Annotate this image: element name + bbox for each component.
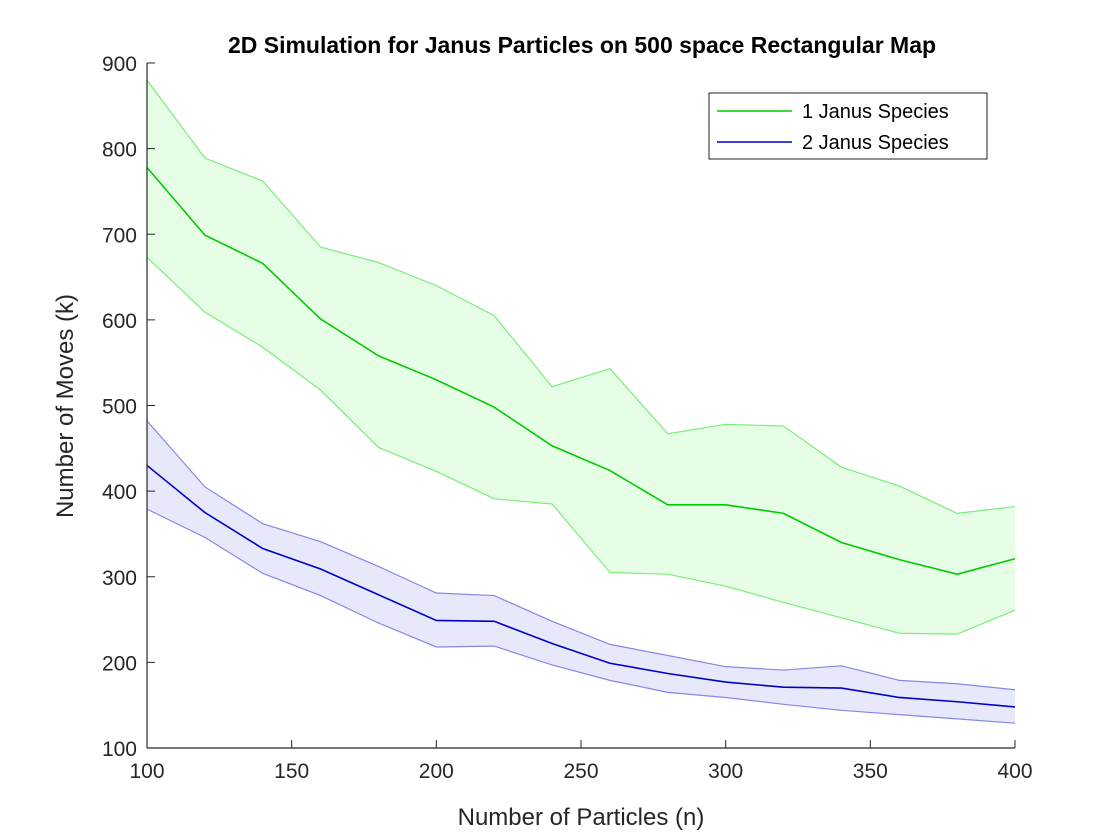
- y-tick-label: 500: [102, 396, 137, 419]
- x-tick-label: 150: [274, 760, 309, 783]
- series-2-lower-bound: [146, 508, 1016, 724]
- plot-area: 2D Simulation for Janus Particles on 500…: [52, 32, 1033, 831]
- legend: 1 Janus Species 2 Janus Species: [708, 92, 988, 160]
- y-axis-label: Number of Moves (k): [52, 294, 79, 518]
- y-tick-label: 600: [102, 310, 137, 333]
- series-2-band: [147, 420, 1015, 724]
- series-lines: [146, 166, 1016, 708]
- series-1-lower-bound: [146, 256, 1016, 635]
- x-tick-label: 100: [129, 760, 164, 783]
- legend-label-1: 1 Janus Species: [802, 101, 949, 123]
- legend-label-2: 2 Janus Species: [802, 132, 949, 154]
- x-tick-label: 250: [563, 760, 598, 783]
- x-tick-label: 350: [853, 760, 888, 783]
- y-tick-label: 400: [102, 481, 137, 504]
- x-tick-label: 300: [708, 760, 743, 783]
- chart-title: 2D Simulation for Janus Particles on 500…: [228, 32, 936, 58]
- confidence-bands: [146, 79, 1016, 724]
- y-axis-ticks: 100 200 300 400 500 600 700 800 900: [102, 53, 155, 761]
- x-tick-label: 200: [419, 760, 454, 783]
- x-axis-ticks: 100 150 200 250 300 350 400: [129, 740, 1033, 783]
- series-2-upper-bound: [146, 420, 1016, 691]
- y-tick-label: 300: [102, 567, 137, 590]
- series-1-band: [147, 80, 1015, 635]
- x-tick-label: 400: [997, 760, 1032, 783]
- series-2-line: [146, 464, 1016, 708]
- y-tick-label: 100: [102, 738, 137, 761]
- y-tick-label: 800: [102, 139, 137, 162]
- legend-box: [708, 92, 988, 160]
- y-tick-label: 900: [102, 53, 137, 76]
- y-tick-label: 700: [102, 224, 137, 247]
- series-1-line: [146, 166, 1016, 576]
- series-1-upper-bound: [146, 79, 1016, 515]
- x-axis-label: Number of Particles (n): [458, 804, 705, 831]
- y-tick-label: 200: [102, 652, 137, 675]
